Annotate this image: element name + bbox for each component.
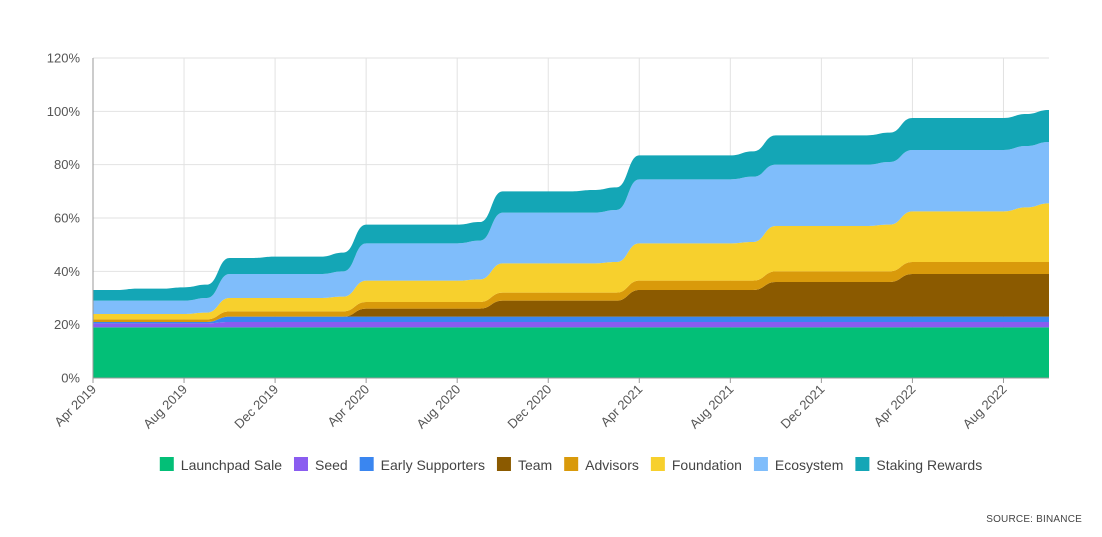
area-advisors: [93, 262, 1049, 322]
area-early-supporters: [93, 316, 1049, 324]
area-staking-rewards: [93, 110, 1049, 301]
x-tick-label: Apr 2020: [324, 382, 372, 430]
legend-swatch: [159, 457, 174, 471]
area-ecosystem: [93, 142, 1049, 314]
legend-swatch: [293, 457, 308, 471]
y-tick-label: 0%: [61, 371, 80, 386]
legend-item-seed[interactable]: Seed: [293, 457, 348, 473]
legend-swatch: [753, 457, 768, 471]
legend-item-staking-rewards[interactable]: Staking Rewards: [855, 457, 982, 473]
legend[interactable]: Launchpad Sale Seed Early Supporters Team Ad…: [159, 457, 982, 473]
x-tick-label: Aug 2021: [686, 382, 736, 432]
area-foundation: [93, 203, 1049, 320]
x-tick-label: Apr 2021: [597, 382, 645, 430]
legend-swatch: [496, 457, 511, 471]
x-tick-label: Aug 2020: [413, 382, 463, 432]
y-tick-label: 100%: [47, 104, 81, 119]
x-tick-label: Apr 2022: [871, 382, 919, 430]
x-tick-label: Apr 2019: [51, 382, 99, 430]
legend-label: Seed: [315, 457, 348, 473]
legend-label: Early Supporters: [381, 457, 485, 473]
area-team: [93, 274, 1049, 322]
legend-label: Foundation: [672, 457, 742, 473]
legend-label: Team: [518, 457, 552, 473]
legend-item-team[interactable]: Team: [496, 457, 552, 473]
legend-item-ecosystem[interactable]: Ecosystem: [753, 457, 843, 473]
legend-item-advisors[interactable]: Advisors: [564, 457, 639, 473]
legend-item-early-supporters[interactable]: Early Supporters: [359, 457, 485, 473]
legend-label: Ecosystem: [775, 457, 843, 473]
y-tick-label: 80%: [54, 157, 80, 172]
y-tick-label: 40%: [54, 264, 80, 279]
x-tick-label: Aug 2019: [140, 382, 190, 432]
x-tick-label: Aug 2022: [960, 382, 1010, 432]
legend-label: Launchpad Sale: [181, 457, 282, 473]
legend-swatch: [564, 457, 579, 471]
source-label: SOURCE: BINANCE: [986, 514, 1082, 525]
y-tick-label: 20%: [54, 317, 80, 332]
x-tick-label: Dec 2020: [504, 382, 554, 432]
legend-swatch: [855, 457, 870, 471]
legend-label: Staking Rewards: [876, 457, 982, 473]
legend-label: Advisors: [585, 457, 639, 473]
y-tick-label: 60%: [54, 211, 80, 226]
legend-swatch: [650, 457, 665, 471]
legend-item-foundation[interactable]: Foundation: [650, 457, 742, 473]
y-tick-label: 120%: [47, 51, 81, 66]
area-launchpad-sale: [93, 327, 1049, 378]
areas: [93, 110, 1049, 378]
area-seed: [93, 322, 1049, 328]
x-tick-label: Dec 2021: [778, 382, 828, 432]
legend-swatch: [359, 457, 374, 471]
legend-item-launchpad-sale[interactable]: Launchpad Sale: [159, 457, 282, 473]
x-tick-label: Dec 2019: [231, 382, 281, 432]
